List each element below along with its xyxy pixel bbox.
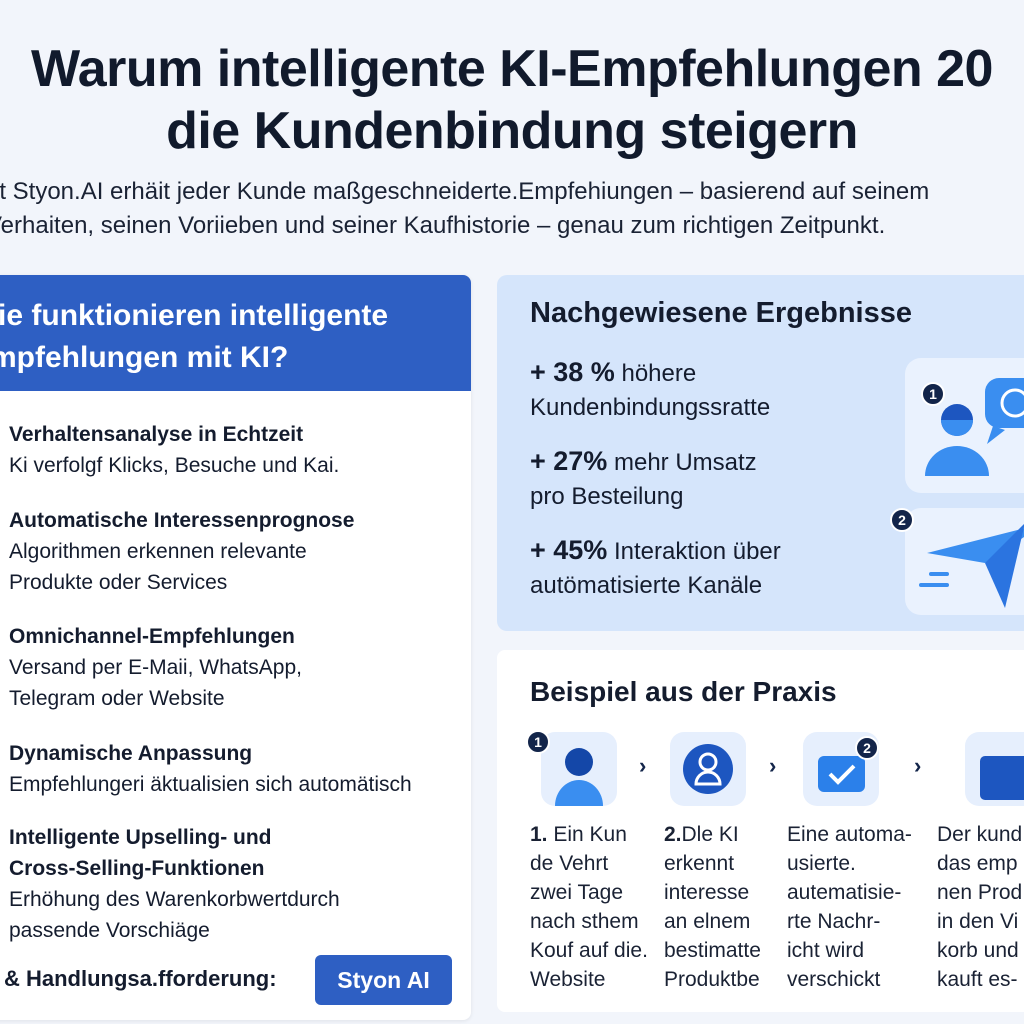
feature-text: Erhöhung des Warenkorbwertdurch passende… xyxy=(9,888,340,942)
ai-brain-icon xyxy=(670,732,746,806)
stat-label: mehr Umsatz xyxy=(613,449,757,476)
stat-value: + 45% xyxy=(530,535,608,565)
feature-text: Ki verfolgf Klicks, Besuche und Kai. xyxy=(9,454,340,477)
cart-icon xyxy=(965,732,1024,806)
heading-line-1: Wie funktionieren intelligente xyxy=(0,299,389,332)
step-text: Eine automa- usierte. autematisie- rte N… xyxy=(787,820,912,994)
feature-title: Automatische Interessenprognose xyxy=(9,509,355,532)
stat-value: + 38 % xyxy=(530,357,615,387)
step-badge: 2 xyxy=(890,508,914,532)
feature-title: Dynamische Anpassung xyxy=(9,742,253,765)
feature-text: Versand per E-Maii, WhatsApp, Telegram o… xyxy=(9,656,302,710)
feature-title: Intelligente Upselling- und Cross-Sellin… xyxy=(9,826,272,880)
chevron-right-icon: › xyxy=(769,753,777,778)
stat-item: + 45% Interaktion über autömatisierte Kan… xyxy=(530,533,781,603)
step-badge: 1 xyxy=(526,730,550,754)
feature-title: Verhaltensanalyse in Echtzeit xyxy=(9,423,304,446)
step-number: 1. xyxy=(530,823,548,846)
stat-label: pro Besteilung xyxy=(530,483,684,510)
step-badge: 1 xyxy=(921,382,945,406)
chevron-right-icon: › xyxy=(914,753,922,778)
cta-label: & Handlungsa.fforderung: xyxy=(4,966,277,991)
stat-label: Kundenbindungssratte xyxy=(530,394,771,421)
step-number: 2. xyxy=(664,823,682,846)
feature-item: Intelligente Upselling- und Cross-Sellin… xyxy=(9,822,340,946)
how-it-works-heading: Wie funktionieren intelligente Empfehlun… xyxy=(0,275,471,391)
feature-item: Verhaltensanalyse in Echtzeit Ki verfolgf… xyxy=(9,419,339,481)
step-badge: 2 xyxy=(855,736,879,760)
step-text: Der kund das emp nen Prod in den Vi korb… xyxy=(937,820,1022,994)
how-it-works-card: Wie funktionieren intelligente Empfehlun… xyxy=(0,275,471,1020)
feature-text: Empfehlungeri äktualisien sich automätis… xyxy=(9,773,412,796)
results-card: Nachgewiesene Ergebnisse + 38 % höhere Ku… xyxy=(497,275,1024,631)
step-description: Ein Kun de Vehrt zwei Tage nach sthem Ko… xyxy=(530,823,648,991)
step-text: 2.Dle KI erkennt interesse an elnem best… xyxy=(664,820,761,994)
styon-ai-button[interactable]: Styon AI xyxy=(315,955,452,1005)
paper-plane-icon xyxy=(905,508,1024,615)
feature-item: Omnichannel-Empfehlungen Versand per E-Ma… xyxy=(9,621,302,714)
stat-item: + 27% mehr Umsatz pro Besteilung xyxy=(530,444,757,514)
title-line-1: Warum intelligente KI-Empfehlungen 20 xyxy=(31,40,993,98)
step-description: Der kund das emp nen Prod in den Vi korb… xyxy=(937,823,1023,991)
feature-item: Dynamische Anpassung Empfehlungeri äktual… xyxy=(9,738,412,800)
subtitle-line-1: Mit Styon.AI erhäit jeder Kunde maßgesch… xyxy=(0,178,930,205)
user-icon xyxy=(541,732,617,806)
stat-label: Interaktion über xyxy=(613,538,781,565)
stat-label: höhere xyxy=(621,360,697,387)
chevron-right-icon: › xyxy=(639,753,647,778)
step-text: 1. Ein Kun de Vehrt zwei Tage nach sthem… xyxy=(530,820,648,994)
page-title: Warum intelligente KI-Empfehlungen 20 di… xyxy=(0,38,1024,162)
stat-value: + 27% xyxy=(530,446,608,476)
results-title: Nachgewiesene Ergebnisse xyxy=(530,297,912,329)
feature-title: Omnichannel-Empfehlungen xyxy=(9,625,295,648)
step-description: Dle KI erkennt interesse an elnem bestim… xyxy=(664,823,761,991)
practice-title: Beispiel aus der Praxis xyxy=(530,676,837,707)
feature-text: Algorithmen erkennen relevante Produkte … xyxy=(9,540,307,594)
stat-item: + 38 % höhere Kundenbindungssratte xyxy=(530,355,770,425)
practice-example-card: Beispiel aus der Praxis 1 › › 2 › 1. Ein… xyxy=(497,650,1024,1012)
title-line-2: die Kundenbindung steigern xyxy=(166,102,858,160)
subtitle-line-2: Verhaiten, seinen Voriieben und seiner K… xyxy=(0,212,886,239)
customer-chat-icon xyxy=(905,358,1024,493)
feature-item: Automatische Interessenprognose Algorithm… xyxy=(9,505,354,598)
heading-line-2: Empfehlungen mit KI? xyxy=(0,341,289,374)
stat-label: autömatisierte Kanäle xyxy=(530,572,763,599)
step-description: Eine automa- usierte. autematisie- rte N… xyxy=(787,823,912,991)
